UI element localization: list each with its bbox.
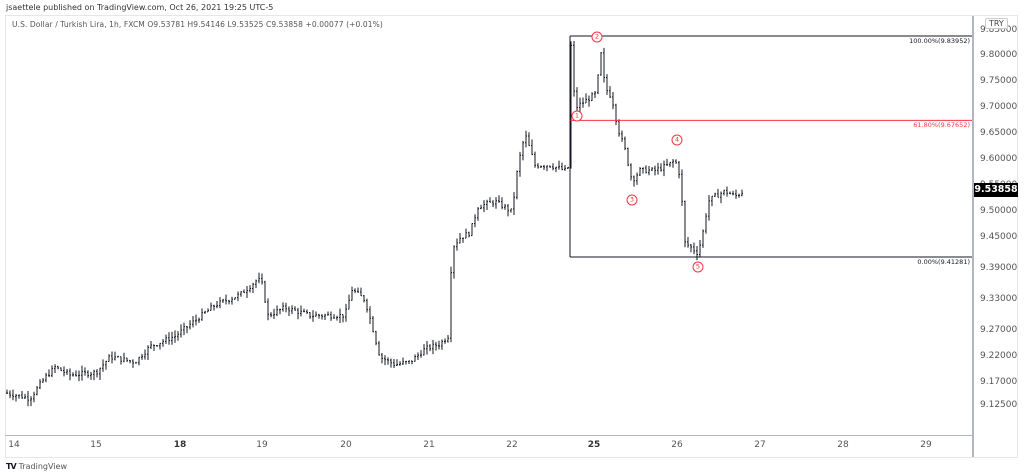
fib-level-label: 100.00%(9.83952) bbox=[909, 37, 970, 45]
wave-label-2: 2 bbox=[591, 31, 603, 43]
fib-level-label: 61.80%(9.67652) bbox=[913, 121, 970, 130]
time-tick: 25 bbox=[587, 440, 601, 450]
price-tick: 9.80000 bbox=[980, 50, 1018, 61]
price-tick: 9.85000 bbox=[980, 24, 1018, 35]
time-tick: 20 bbox=[340, 440, 352, 450]
symbol-legend[interactable]: U.S. Dollar / Turkish Lira, 1h, FXCM O9.… bbox=[12, 20, 383, 29]
time-tick: 27 bbox=[754, 440, 766, 450]
price-tick: 9.75000 bbox=[980, 76, 1018, 87]
time-tick: 28 bbox=[837, 440, 849, 450]
publisher-line: jsaettele published on TradingView.com, … bbox=[6, 3, 274, 12]
time-tick: 29 bbox=[920, 440, 932, 450]
price-tick: 9.70000 bbox=[980, 102, 1018, 113]
price-tick: 9.65000 bbox=[980, 128, 1018, 139]
time-tick: 19 bbox=[256, 440, 268, 450]
wave-label-1: 1 bbox=[571, 110, 583, 122]
price-tick: 9.50000 bbox=[980, 205, 1018, 216]
price-axis-line[interactable] bbox=[972, 16, 974, 457]
time-tick: 26 bbox=[671, 440, 683, 450]
time-axis-line bbox=[5, 435, 972, 436]
wave-label-3: 3 bbox=[626, 194, 638, 206]
tradingview-logo[interactable]: TV TradingView bbox=[6, 462, 67, 471]
price-tick: 9.17000 bbox=[980, 376, 1018, 387]
current-price-label: 9.53858 bbox=[974, 183, 1018, 197]
wave-label-5: 5 bbox=[692, 261, 704, 273]
price-tick: 9.22000 bbox=[980, 350, 1018, 361]
time-tick: 22 bbox=[506, 440, 518, 450]
price-tick: 9.45000 bbox=[980, 231, 1018, 242]
wave-label-4: 4 bbox=[671, 134, 683, 146]
tradingview-mark-icon: TV bbox=[6, 462, 17, 471]
price-tick: 9.33000 bbox=[980, 293, 1018, 304]
time-tick: 18 bbox=[173, 440, 187, 450]
price-tick: 9.27000 bbox=[980, 324, 1018, 335]
time-tick: 14 bbox=[8, 440, 20, 450]
chart-frame bbox=[5, 15, 1018, 458]
price-tick: 9.12500 bbox=[980, 400, 1018, 411]
brand-name: TradingView bbox=[18, 462, 67, 471]
fib-level-label: 0.00%(9.41281) bbox=[917, 257, 970, 266]
time-tick: 21 bbox=[423, 440, 435, 450]
time-tick: 15 bbox=[90, 440, 102, 450]
chart-plot-area[interactable] bbox=[5, 16, 972, 435]
price-tick: 9.60000 bbox=[980, 154, 1018, 165]
price-tick: 9.39000 bbox=[980, 262, 1018, 273]
currency-badge[interactable]: TRY bbox=[985, 18, 1008, 29]
